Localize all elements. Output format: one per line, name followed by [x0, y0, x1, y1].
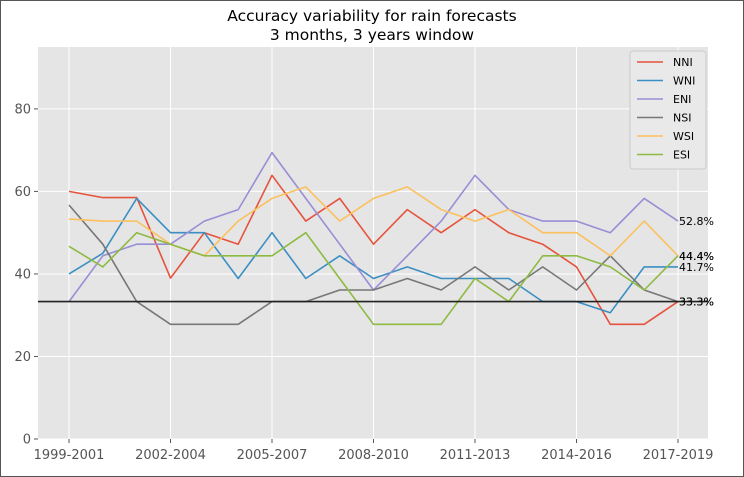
legend-label: WNI: [673, 75, 695, 88]
y-tick-label: 40: [14, 267, 31, 282]
x-tick-label: 2011-2013: [440, 448, 511, 463]
series-line-esi: [68, 231, 679, 326]
chart-subtitle: 3 months, 3 years window: [269, 26, 475, 44]
legend-label: WSI: [673, 130, 694, 143]
series-line-nni: [68, 174, 679, 326]
y-tick-label: 0: [23, 433, 31, 448]
end-value-label-overlap: 44.4%: [679, 250, 714, 263]
end-value-label: 41.7%: [679, 261, 714, 274]
x-tick-label: 2005-2007: [237, 448, 308, 463]
legend-label: ESI: [673, 149, 690, 162]
x-tick-label: 2002-2004: [135, 448, 206, 463]
x-tick-label: 2008-2010: [338, 448, 409, 463]
legend-label: NSI: [673, 112, 691, 125]
end-value-label: 52.8%: [679, 215, 714, 228]
y-tick-label: 80: [14, 102, 31, 117]
chart-title: Accuracy variability for rain forecasts: [227, 7, 517, 25]
legend-box: [629, 50, 707, 170]
series-line-nsi: [68, 204, 679, 326]
end-value-label: 44.4%: [679, 250, 714, 263]
legend-label: ENI: [673, 93, 691, 106]
y-tick-label: 60: [14, 185, 31, 200]
x-tick-label: 2014-2016: [541, 448, 612, 463]
y-tick-label: 20: [14, 350, 31, 365]
end-value-label-overlap: 33.3%: [679, 296, 714, 309]
x-tick-label: 2017-2019: [643, 448, 714, 463]
x-tick-label: 1999-2001: [34, 448, 105, 463]
end-value-label: 33.3%: [679, 296, 714, 309]
legend-label: NNI: [673, 56, 693, 69]
